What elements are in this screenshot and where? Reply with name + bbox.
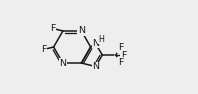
Text: F: F bbox=[121, 50, 126, 60]
Text: F: F bbox=[50, 24, 55, 33]
Text: N: N bbox=[78, 26, 85, 35]
Text: N: N bbox=[59, 59, 66, 68]
Text: F: F bbox=[41, 45, 46, 54]
Text: H: H bbox=[98, 35, 104, 44]
Text: F: F bbox=[118, 44, 124, 52]
Text: N: N bbox=[92, 62, 99, 71]
Text: N: N bbox=[92, 39, 99, 48]
Text: F: F bbox=[118, 58, 124, 67]
